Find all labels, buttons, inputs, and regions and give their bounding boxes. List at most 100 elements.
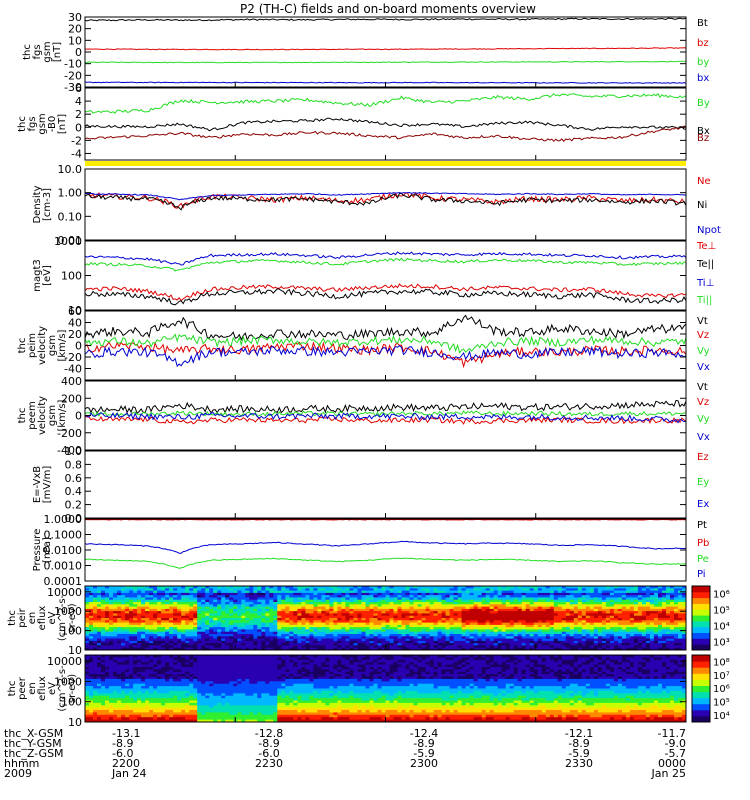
spectrogram-cell xyxy=(549,636,555,640)
spectrogram-cell xyxy=(561,620,567,624)
spectrogram-cell xyxy=(153,588,158,592)
spectrogram-cell xyxy=(445,618,451,621)
spectrogram-cell xyxy=(497,634,503,637)
spectrogram-cell xyxy=(545,643,551,646)
spectrogram-cell xyxy=(121,590,126,594)
spectrogram-cell xyxy=(265,629,270,633)
spectrogram-cell xyxy=(397,647,402,651)
spectrogram-cell xyxy=(225,647,230,651)
spectrogram-cell xyxy=(497,592,503,596)
spectrogram-cell xyxy=(517,595,523,598)
spectrogram-cell xyxy=(133,683,138,687)
spectrogram-cell xyxy=(321,624,326,628)
spectrogram-cell xyxy=(89,674,94,677)
spectrogram-cell xyxy=(109,631,114,635)
spectrogram-cell xyxy=(461,638,467,642)
spectrogram-cell xyxy=(553,636,559,640)
spectrogram-cell xyxy=(593,618,599,621)
spectrogram-cell xyxy=(85,647,90,651)
spectrogram-cell xyxy=(257,615,262,619)
spectrogram-cell xyxy=(149,615,154,619)
spectrogram-cell xyxy=(149,695,154,699)
spectrogram-cell xyxy=(137,671,142,675)
spectrogram-cell xyxy=(161,629,166,633)
spectrogram-cell xyxy=(605,592,611,596)
spectrogram-cell xyxy=(213,634,218,637)
spectrogram-cell xyxy=(129,606,134,610)
spectrogram-cell xyxy=(625,622,631,626)
spectrogram-cell xyxy=(437,588,443,592)
spectrogram-cell xyxy=(301,645,306,649)
spectrogram-cell xyxy=(545,615,551,619)
spectrogram-cell xyxy=(129,618,134,621)
spectrogram-cell xyxy=(165,597,170,601)
spectrogram-cell xyxy=(285,640,290,644)
spectrogram-cell xyxy=(553,613,559,617)
spectrogram-cell xyxy=(373,627,378,630)
y-tick-label: -2 xyxy=(71,134,82,147)
spectrogram-cell xyxy=(369,586,374,589)
spectrogram-cell xyxy=(662,599,667,603)
spectrogram-cell xyxy=(645,647,651,651)
spectrogram-cell xyxy=(401,629,406,633)
spectrogram-cell xyxy=(181,647,186,651)
spectrogram-cell xyxy=(273,638,278,642)
spectrogram-cell xyxy=(577,618,583,621)
spectrogram-cell xyxy=(169,608,174,612)
spectrogram-cell xyxy=(337,592,342,596)
spectrogram-cell xyxy=(581,613,587,617)
spectrogram-cell xyxy=(117,597,122,601)
spectrogram-cell xyxy=(145,604,150,608)
spectrogram-cell xyxy=(213,602,218,605)
spectrogram-cell xyxy=(397,618,402,621)
spectrogram-cell xyxy=(553,634,559,637)
spectrogram-cell xyxy=(329,645,334,649)
spectrogram-cell xyxy=(85,671,90,675)
spectrogram-cell xyxy=(109,586,114,589)
spectrogram-cell xyxy=(397,613,402,617)
spectrogram-cell xyxy=(445,613,451,617)
spectrogram-cell xyxy=(513,634,519,637)
spectrogram-cell xyxy=(89,700,94,704)
spectrogram-cell xyxy=(293,595,298,598)
y-tick-label: 0.0100 xyxy=(44,544,83,557)
spectrogram-cell xyxy=(473,592,479,596)
spectrogram-cell xyxy=(577,624,583,628)
spectrogram-cell xyxy=(453,638,459,642)
spectrogram-cell xyxy=(161,592,166,596)
spectrogram-cell xyxy=(249,615,254,619)
spectrogram-cell xyxy=(349,624,354,628)
spectrogram-cell xyxy=(589,638,595,642)
spectrogram-cell xyxy=(525,590,531,594)
spectrogram-cell xyxy=(117,592,122,596)
spectrogram-cell xyxy=(145,586,150,589)
spectrogram-cell xyxy=(97,695,102,699)
spectrogram-cell xyxy=(169,599,174,603)
spectrogram-cell xyxy=(365,604,370,608)
spectrogram-cell xyxy=(453,613,459,617)
spectrogram-cell xyxy=(225,638,230,642)
spectrogram-cell xyxy=(645,595,651,598)
spectrogram-cell xyxy=(97,714,102,718)
spectrogram-cell xyxy=(678,595,683,598)
spectrogram-cell xyxy=(629,645,635,649)
spectrogram-cell xyxy=(229,592,234,596)
spectrogram-cell xyxy=(357,631,362,635)
spectrogram-cell xyxy=(221,588,226,592)
spectrogram-cell xyxy=(373,613,378,617)
spectrogram-cell xyxy=(349,631,354,635)
spectrogram-cell xyxy=(313,647,318,651)
spectrogram-cell xyxy=(125,664,130,668)
spectrogram-cell xyxy=(641,604,647,608)
spectrogram-cell xyxy=(485,634,491,637)
spectrogram-cell xyxy=(157,608,162,612)
spectrogram-cell xyxy=(461,608,467,612)
spectrogram-cell xyxy=(557,615,563,619)
spectrogram-cell xyxy=(585,620,591,624)
spectrogram-cell xyxy=(517,643,523,646)
spectrogram-cell xyxy=(109,693,114,697)
spectrogram-cell xyxy=(589,629,595,633)
spectrogram-cell xyxy=(313,608,318,612)
spectrogram-cell xyxy=(533,638,539,642)
spectrogram-cell xyxy=(577,599,583,603)
